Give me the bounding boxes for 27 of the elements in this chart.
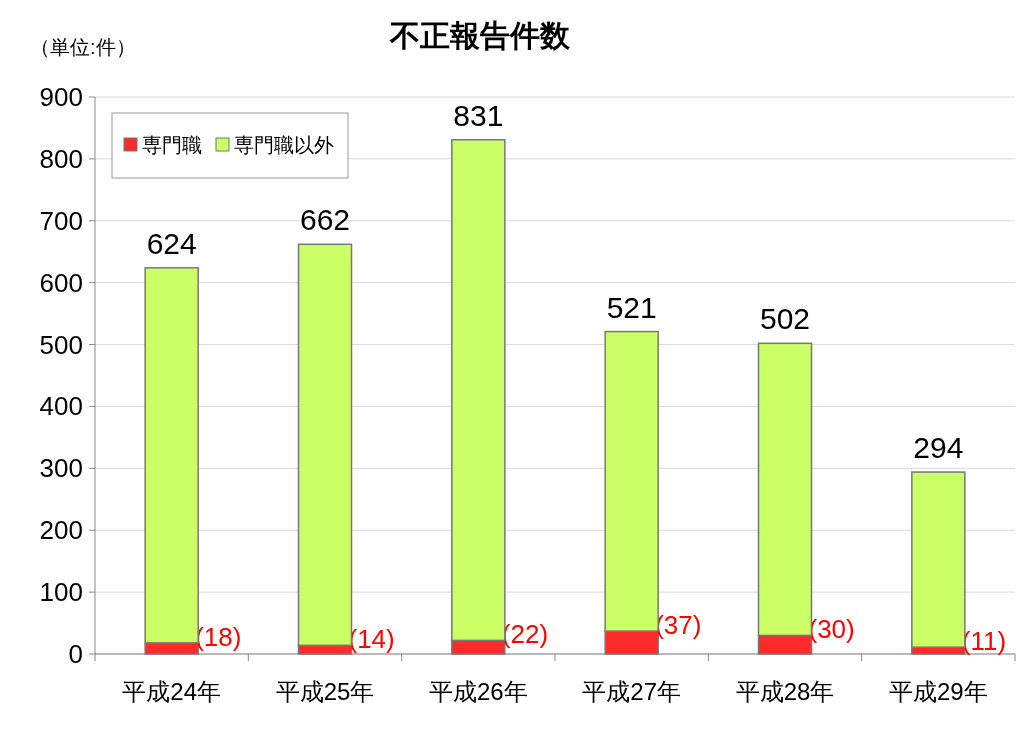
y-tick-label: 600 <box>39 267 83 298</box>
total-label: 831 <box>453 98 504 132</box>
x-tick-label: 平成24年 <box>122 678 222 705</box>
y-tick-label: 0 <box>68 639 83 669</box>
x-tick-label: 平成28年 <box>735 678 835 705</box>
total-label: 624 <box>146 226 197 260</box>
y-tick-label: 300 <box>39 453 83 484</box>
y-tick-label: 700 <box>39 205 83 236</box>
x-tick-label: 平成27年 <box>582 678 682 705</box>
x-tick-label: 平成26年 <box>428 678 528 705</box>
x-tick-label: 平成25年 <box>275 678 375 705</box>
chart-title: 不正報告件数 <box>389 19 571 52</box>
data-label: (37) <box>655 610 702 641</box>
text: （単位:件） <box>30 36 136 58</box>
y-tick-label: 800 <box>39 143 83 174</box>
y-tick-label: 400 <box>39 391 83 422</box>
total-label: 502 <box>759 302 811 336</box>
y-tick-label: 100 <box>39 577 83 608</box>
total-label: 294 <box>913 431 964 465</box>
total-label: 662 <box>299 203 351 237</box>
total-label: 521 <box>606 290 657 324</box>
y-tick-label: 900 <box>39 82 83 112</box>
x-tick-label: 平成29年 <box>888 678 988 705</box>
legend-label: 専門職以外 <box>234 134 334 156</box>
y-tick-label: 500 <box>39 329 83 360</box>
legend-label: 専門職 <box>142 134 202 156</box>
y-tick-label: 200 <box>39 515 83 546</box>
